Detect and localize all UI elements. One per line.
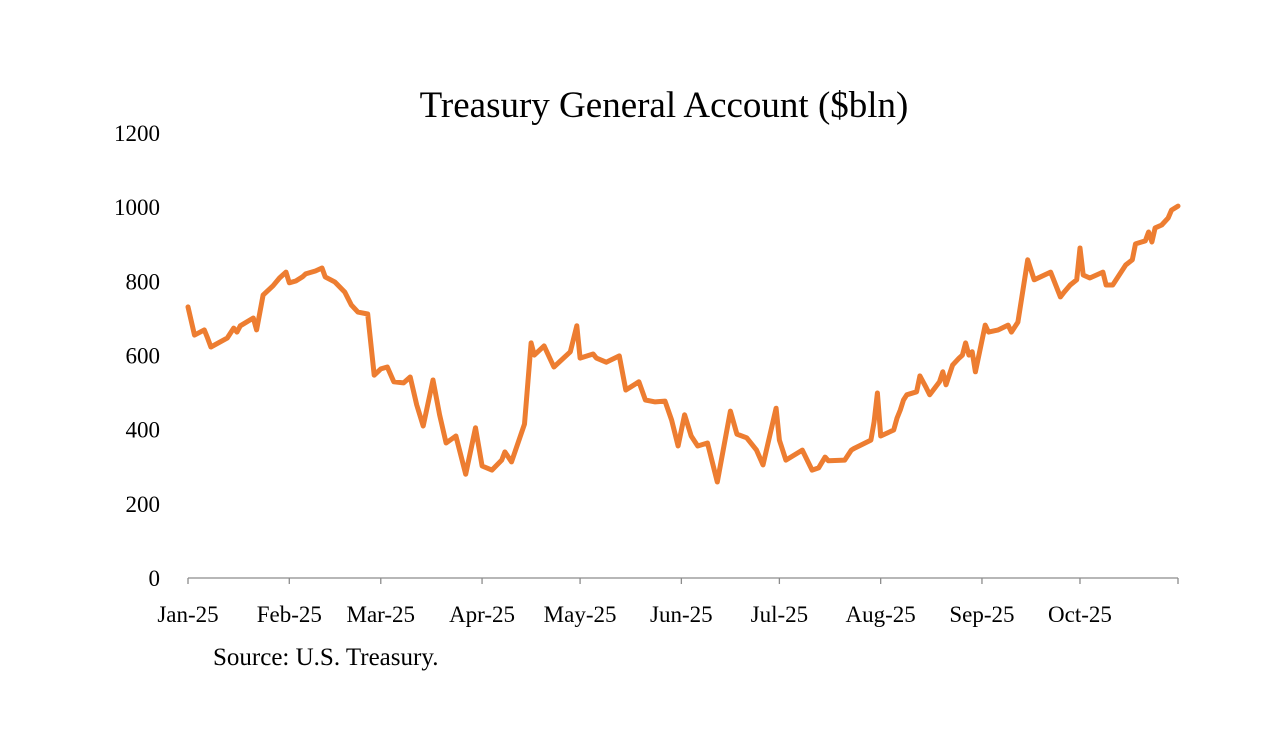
y-tick-label: 600	[126, 344, 161, 369]
y-tick-label: 1000	[114, 195, 160, 220]
y-tick-label: 200	[126, 492, 161, 517]
x-tick-label: Feb-25	[257, 602, 322, 627]
y-tick-label: 800	[126, 269, 161, 294]
y-axis: 0 200 400 600 800 1000 1200	[114, 121, 160, 591]
y-tick-label: 0	[149, 566, 161, 591]
series-layer	[185, 203, 1181, 485]
x-tick-label: Aug-25	[846, 602, 916, 627]
x-tick-label: Jun-25	[650, 602, 713, 627]
x-tick-label: Jul-25	[751, 602, 809, 627]
y-tick-label: 1200	[114, 121, 160, 146]
tga-balance-line	[185, 203, 1181, 485]
x-tick-label: Sep-25	[949, 602, 1014, 627]
x-axis: Jan-25 Feb-25 Mar-25 Apr-25 May-25 Jun-25 Jul-…	[157, 577, 1179, 627]
y-tick-label: 400	[126, 418, 161, 443]
x-tick-label: May-25	[544, 602, 617, 627]
x-tick-label: Jan-25	[157, 602, 218, 627]
source-note: Source: U.S. Treasury.	[213, 644, 439, 671]
x-tick-label: Mar-25	[347, 602, 416, 627]
x-tick-label: Apr-25	[449, 602, 515, 627]
x-tick-label: Oct-25	[1048, 602, 1112, 627]
chart-title: Treasury General Account ($bln)	[419, 85, 909, 126]
